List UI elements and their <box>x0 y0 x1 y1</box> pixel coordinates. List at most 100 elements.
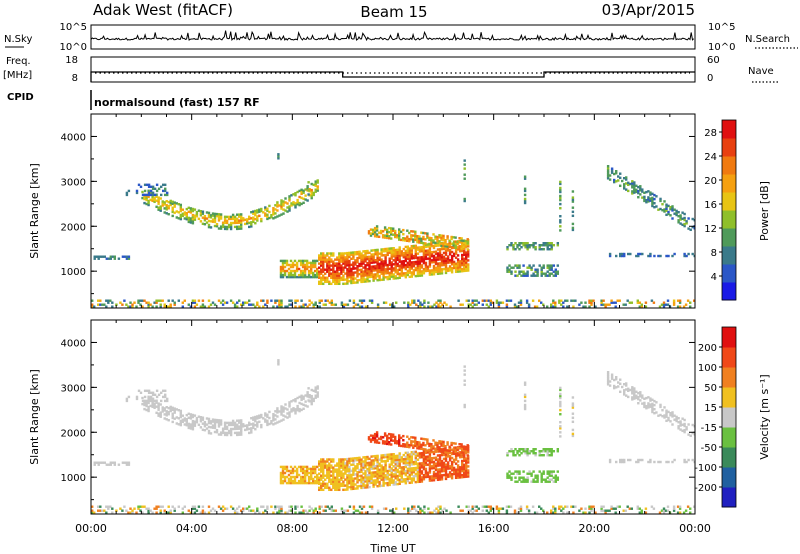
power-cell <box>281 261 285 265</box>
velocity-cell <box>661 409 664 412</box>
velocity-cell <box>430 457 434 460</box>
power-cell <box>416 258 420 261</box>
power-cell <box>461 303 464 306</box>
velocity-cell <box>336 482 339 486</box>
power-cell <box>424 242 427 245</box>
power-cell <box>382 266 385 269</box>
velocity-cell <box>625 394 628 397</box>
power-cell <box>550 246 553 249</box>
power-cell <box>187 216 191 220</box>
velocity-cell <box>145 408 148 412</box>
power-cell <box>588 305 591 308</box>
power-cell <box>141 299 144 302</box>
velocity-cell <box>278 507 281 510</box>
velocity-cell <box>454 474 458 478</box>
power-cell <box>444 269 448 273</box>
power-cell <box>334 270 337 273</box>
velocity-cell <box>302 395 305 398</box>
velocity-cell <box>117 463 121 466</box>
power-cell <box>270 214 273 217</box>
velocity-cell <box>322 474 325 477</box>
power-cell <box>512 246 515 249</box>
velocity-cell <box>384 482 387 485</box>
power-cell <box>434 260 438 264</box>
power-cell <box>418 262 422 265</box>
velocity-cell <box>424 467 428 471</box>
velocity-cell <box>322 466 325 469</box>
power-cell <box>143 299 146 302</box>
power-cell <box>665 203 668 206</box>
power-cell <box>179 207 183 211</box>
power-cell <box>364 254 367 257</box>
velocity-cell <box>430 445 433 448</box>
power-cell <box>203 215 207 218</box>
power-cell <box>390 275 393 278</box>
power-cell <box>546 274 549 277</box>
velocity-cell <box>307 395 310 398</box>
power-cell <box>258 210 261 213</box>
power-cell <box>430 243 433 246</box>
power-cell <box>398 274 401 278</box>
velocity-cell <box>422 455 426 459</box>
power-cell <box>440 247 444 251</box>
velocity-cell <box>288 405 291 408</box>
power-cell <box>570 299 573 302</box>
velocity-cell <box>394 456 397 460</box>
velocity-cell <box>207 431 211 435</box>
power-cell <box>477 301 481 304</box>
power-cell <box>285 263 289 267</box>
power-cell <box>300 188 303 192</box>
velocity-cell <box>442 444 445 448</box>
power-cell <box>125 257 129 260</box>
power-cell <box>322 264 325 267</box>
velocity-cell <box>386 469 389 473</box>
power-cell <box>422 231 425 235</box>
velocity-cell <box>157 393 161 397</box>
power-cell <box>414 234 417 238</box>
power-cell <box>301 259 305 263</box>
power-cell <box>388 247 391 250</box>
power-cell <box>448 265 452 268</box>
velocity-cell <box>400 470 404 473</box>
velocity-cell <box>316 481 319 485</box>
power-cell <box>151 305 154 308</box>
power-cell <box>332 264 335 267</box>
colorbar-frame <box>721 119 737 301</box>
power-cell <box>159 299 162 302</box>
power-cell <box>307 261 311 265</box>
power-cell <box>396 254 399 258</box>
power-cell <box>651 198 654 202</box>
velocity-cell <box>129 511 132 514</box>
power-cell <box>684 303 688 306</box>
velocity-cell <box>631 388 634 391</box>
velocity-cell <box>326 486 329 490</box>
velocity-cell <box>436 445 439 449</box>
power-cell <box>289 263 293 267</box>
velocity-cell <box>288 413 291 416</box>
velocity-cell <box>552 476 556 479</box>
velocity-cell <box>514 480 517 483</box>
velocity-cell <box>396 482 399 486</box>
velocity-cell <box>558 507 561 510</box>
velocity-cell <box>219 423 223 426</box>
power-cell <box>376 256 379 260</box>
velocity-cell <box>520 448 523 451</box>
power-cell <box>436 262 440 265</box>
velocity-cell <box>358 470 361 474</box>
power-cell <box>463 197 466 201</box>
velocity-cell <box>394 462 397 466</box>
velocity-cell <box>512 472 515 475</box>
velocity-cell <box>314 469 317 473</box>
power-cell <box>318 280 321 284</box>
power-cell <box>514 248 517 251</box>
velocity-cell <box>376 511 380 514</box>
velocity-cell <box>328 466 331 469</box>
velocity-cell <box>559 400 562 404</box>
power-cell <box>372 267 375 270</box>
velocity-cell <box>517 507 521 510</box>
velocity-cell <box>386 442 389 446</box>
velocity-cell <box>637 395 640 399</box>
power-cell <box>550 242 553 245</box>
power-cell <box>410 238 413 241</box>
power-cell <box>322 276 325 280</box>
